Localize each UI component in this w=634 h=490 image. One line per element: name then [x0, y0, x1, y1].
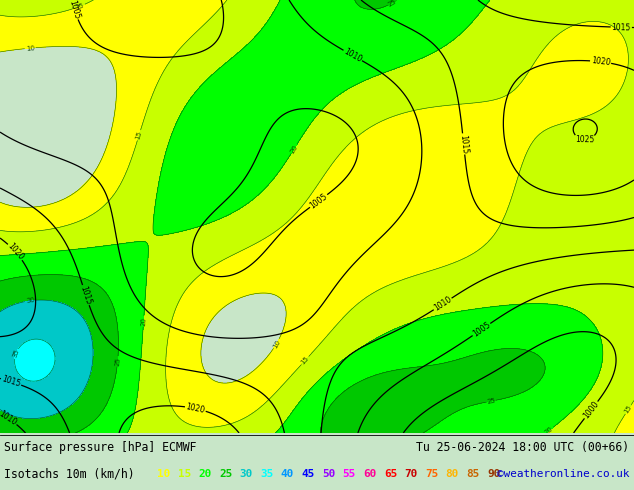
Text: 65: 65	[384, 469, 397, 479]
Text: 25: 25	[486, 397, 496, 405]
Text: 25: 25	[114, 357, 121, 366]
Text: 30: 30	[25, 297, 35, 304]
Text: 1015: 1015	[79, 285, 93, 306]
Text: 55: 55	[342, 469, 356, 479]
Text: Surface pressure [hPa] ECMWF: Surface pressure [hPa] ECMWF	[4, 441, 197, 454]
Text: 50: 50	[322, 469, 335, 479]
Text: 20: 20	[198, 469, 212, 479]
Text: 1010: 1010	[0, 409, 18, 427]
Text: 75: 75	[425, 469, 438, 479]
Text: 1020: 1020	[185, 402, 206, 415]
Text: ©weatheronline.co.uk: ©weatheronline.co.uk	[497, 469, 630, 479]
Text: 60: 60	[363, 469, 377, 479]
Text: 10: 10	[157, 469, 171, 479]
Text: 20: 20	[289, 144, 299, 154]
Text: 15: 15	[75, 2, 85, 11]
Text: 1005: 1005	[308, 192, 329, 210]
Text: 1010: 1010	[342, 47, 363, 64]
Text: 10: 10	[25, 45, 35, 51]
Text: 85: 85	[467, 469, 479, 479]
Text: Isotachs 10m (km/h): Isotachs 10m (km/h)	[4, 467, 135, 481]
Text: 15: 15	[623, 404, 633, 415]
Text: 30: 30	[240, 469, 253, 479]
Text: Tu 25-06-2024 18:00 UTC (00+66): Tu 25-06-2024 18:00 UTC (00+66)	[417, 441, 630, 454]
Text: 1005: 1005	[471, 320, 492, 339]
Text: 1025: 1025	[575, 135, 595, 144]
Text: 25: 25	[387, 0, 398, 7]
Text: 35: 35	[11, 348, 20, 359]
Text: 1020: 1020	[590, 56, 611, 68]
Text: 80: 80	[446, 469, 459, 479]
Text: 10: 10	[271, 338, 281, 349]
Text: 35: 35	[260, 469, 273, 479]
Text: 1015: 1015	[458, 134, 469, 154]
Text: 1005: 1005	[68, 0, 82, 20]
Text: 15: 15	[300, 355, 310, 366]
Text: 25: 25	[219, 469, 232, 479]
Text: 1020: 1020	[6, 242, 25, 262]
Text: 45: 45	[302, 469, 314, 479]
Text: 1000: 1000	[581, 399, 600, 420]
Text: 70: 70	[404, 469, 418, 479]
Text: 15: 15	[135, 130, 143, 140]
Text: 40: 40	[281, 469, 294, 479]
Text: 1015: 1015	[1, 374, 22, 389]
Text: 15: 15	[178, 469, 191, 479]
Text: 90: 90	[487, 469, 500, 479]
Text: 20: 20	[140, 317, 147, 326]
Text: 20: 20	[544, 425, 554, 436]
Text: 1015: 1015	[612, 23, 631, 32]
Text: 1010: 1010	[432, 295, 453, 313]
